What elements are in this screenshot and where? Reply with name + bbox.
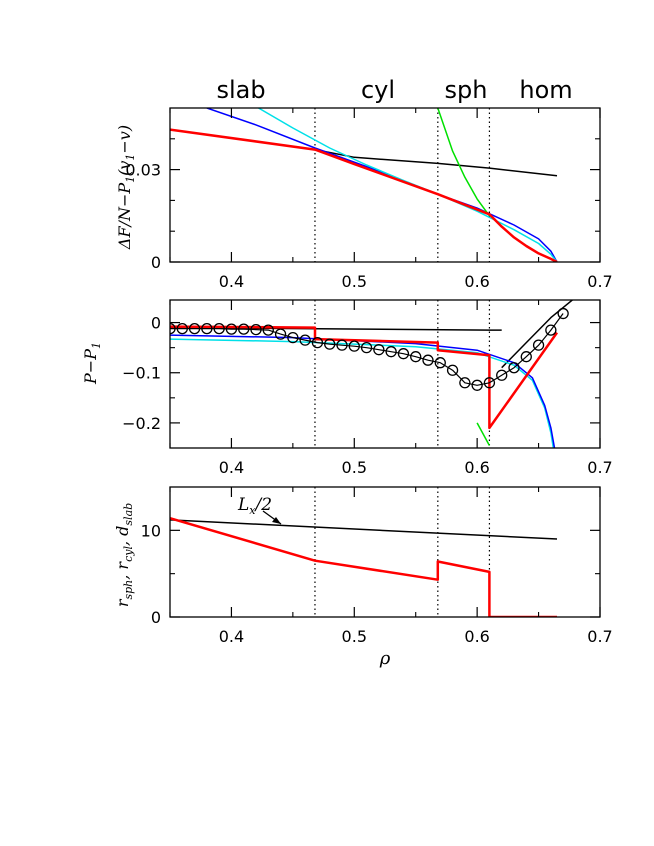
lx-annotation: Lx/2 bbox=[237, 495, 282, 525]
x-tick-label: 0.5 bbox=[342, 627, 367, 646]
data-point bbox=[213, 322, 225, 335]
data-point bbox=[287, 331, 299, 344]
y-tick-label: 0 bbox=[151, 314, 161, 333]
y-tick-label: 0.03 bbox=[125, 161, 161, 180]
series-line-cyan bbox=[170, 338, 555, 448]
plot-frame bbox=[169, 107, 601, 263]
y-axis-label-free-energy: ΔF/N−P1(v1−v) bbox=[115, 125, 137, 250]
x-tick-label: 0.4 bbox=[219, 458, 244, 477]
data-point bbox=[557, 307, 569, 320]
data-point bbox=[238, 323, 250, 335]
data-point bbox=[508, 362, 520, 374]
x-tick-label: 0.7 bbox=[587, 627, 612, 646]
data-point bbox=[422, 354, 434, 366]
x-tick-label: 0.5 bbox=[342, 272, 367, 291]
data-point bbox=[545, 324, 557, 336]
x-tick-label: 0.6 bbox=[464, 272, 489, 291]
y-tick-label: −0.1 bbox=[122, 364, 161, 383]
free-energy-panel: 0.4 0.5 0.6 0.7 0 0.03 bbox=[125, 107, 613, 291]
data-point bbox=[262, 324, 274, 336]
data-point bbox=[446, 364, 459, 376]
data-point bbox=[348, 340, 360, 352]
data-point bbox=[250, 323, 262, 336]
lx-arrow-head bbox=[272, 517, 281, 524]
data-point bbox=[311, 336, 324, 349]
plot-frame bbox=[169, 299, 601, 449]
data-point bbox=[373, 344, 385, 356]
x-tick-label: 0.7 bbox=[587, 458, 612, 477]
y-tick-label: −0.2 bbox=[122, 414, 161, 433]
data-point bbox=[397, 348, 410, 360]
data-point bbox=[410, 351, 422, 363]
radius-panel: 0.4 0.5 0.6 0.7 0 10 bbox=[141, 486, 613, 646]
x-axis-label: ρ bbox=[379, 648, 391, 669]
series-line-red bbox=[170, 325, 559, 430]
data-point bbox=[483, 377, 496, 389]
y-axis-label-radius: rsph, rcyl, dslab bbox=[113, 503, 135, 607]
data-point bbox=[201, 322, 213, 335]
y-axis-label-pressure: P−P1 bbox=[81, 342, 103, 385]
series-line-blue bbox=[170, 334, 556, 448]
y-tick-label: 0 bbox=[151, 253, 161, 272]
plot-area bbox=[170, 300, 574, 448]
data-point bbox=[434, 357, 446, 369]
series-line-black bbox=[501, 300, 574, 369]
lx-label: Lx/2 bbox=[237, 495, 272, 517]
data-point bbox=[385, 346, 397, 358]
data-point bbox=[459, 377, 471, 389]
series-line-red bbox=[170, 128, 558, 262]
phase-label-hom: hom bbox=[519, 76, 572, 104]
x-tick-label: 0.4 bbox=[219, 272, 244, 291]
data-point bbox=[299, 334, 311, 346]
x-tick-label: 0.4 bbox=[219, 627, 244, 646]
series-line-black bbox=[170, 519, 558, 540]
phase-label-slab: slab bbox=[216, 76, 265, 104]
data-point bbox=[496, 369, 508, 381]
series-line-green bbox=[437, 108, 491, 217]
y-tick-label: 0 bbox=[151, 608, 161, 627]
y-tick-label: 10 bbox=[141, 521, 161, 540]
data-point bbox=[170, 322, 176, 335]
series-line-red bbox=[170, 517, 557, 617]
series-line-cyan bbox=[258, 108, 558, 262]
x-tick-label: 0.6 bbox=[464, 458, 489, 477]
series-line-blue bbox=[206, 108, 558, 262]
data-point bbox=[274, 328, 287, 340]
pressure-panel: 0.4 0.5 0.6 0.7 0 −0.1 −0.2 bbox=[122, 299, 613, 477]
data-point bbox=[188, 322, 201, 335]
data-point bbox=[471, 379, 483, 391]
plot-frame bbox=[169, 486, 601, 618]
data-point bbox=[324, 338, 336, 350]
x-tick-label: 0.5 bbox=[342, 458, 367, 477]
data-point bbox=[360, 342, 373, 354]
data-point bbox=[225, 323, 238, 335]
x-tick-label: 0.6 bbox=[464, 627, 489, 646]
data-point bbox=[520, 351, 532, 363]
plot-area bbox=[170, 487, 558, 617]
data-point bbox=[532, 339, 545, 351]
phase-label-sph: sph bbox=[445, 76, 488, 104]
data-point bbox=[176, 322, 188, 335]
phase-label-cyl: cyl bbox=[361, 76, 395, 104]
data-point bbox=[336, 339, 348, 351]
series-line-green bbox=[476, 422, 491, 446]
phase-labels: slab cyl sph hom bbox=[216, 76, 572, 104]
plot-area bbox=[170, 108, 558, 262]
x-tick-label: 0.7 bbox=[587, 272, 612, 291]
